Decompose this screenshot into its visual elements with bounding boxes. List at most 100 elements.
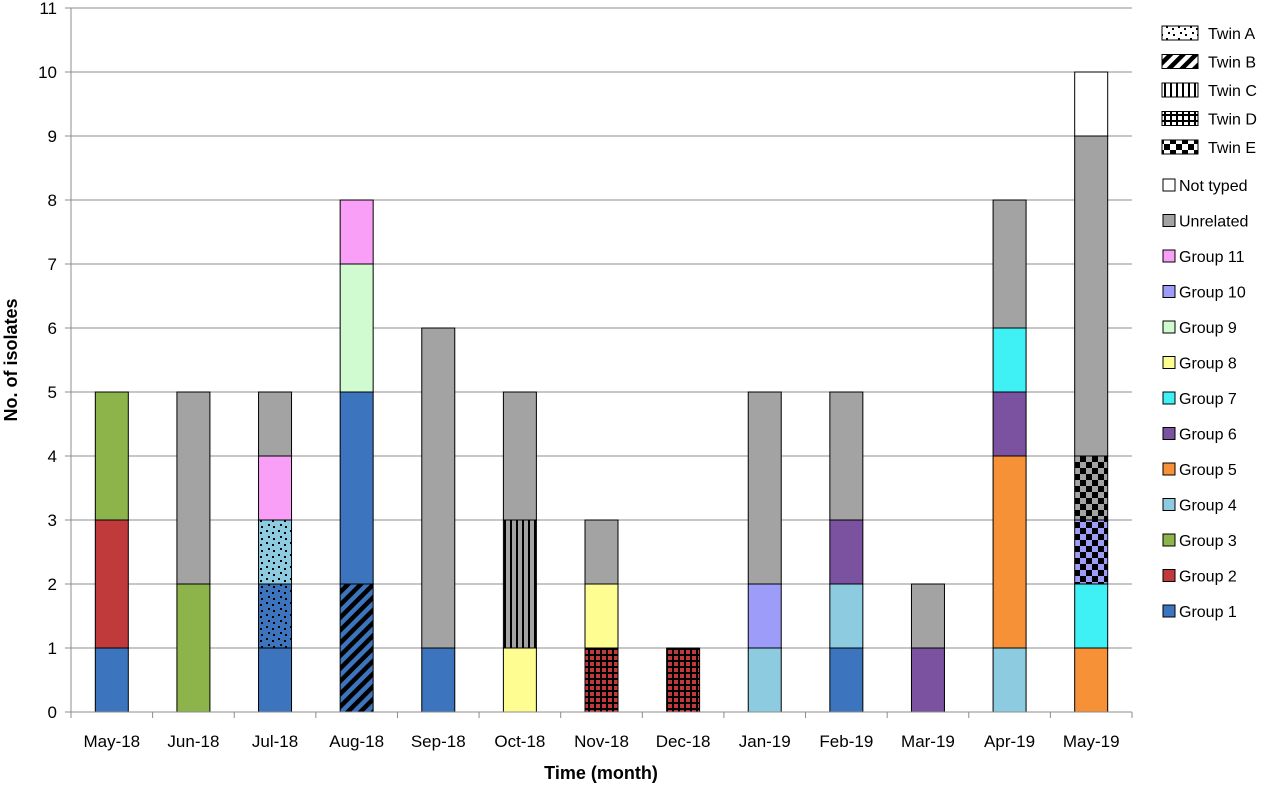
y-tick-label: 9 [48, 127, 57, 146]
legend-item-group-10: Group 10 [1162, 285, 1246, 302]
legend-label-group-8: Group 8 [1179, 356, 1237, 373]
bar-may-18-group-3-outline [94, 391, 129, 521]
bar-jan-19-group-10-fill [748, 584, 782, 648]
bar-feb-19-unrelated [829, 391, 864, 521]
bar-aug-18-group-9-fill [340, 264, 374, 392]
bar-sep-18-group-1-fill [421, 648, 455, 712]
y-tick-label: 8 [48, 191, 57, 210]
bar-apr-19-unrelated-fill [993, 200, 1027, 328]
legend-item-twin-c: Twin C [1161, 82, 1257, 100]
legend-swatch-group-2 [1162, 569, 1176, 582]
legend-swatch-group-10 [1162, 285, 1176, 298]
bar-oct-18-unrelated-outline [502, 391, 537, 521]
bar-may-19-group-10-twin-e [1074, 519, 1109, 585]
legend-label-group-7: Group 7 [1179, 391, 1237, 408]
bar-apr-19-group-6 [992, 391, 1027, 457]
bar-aug-18-group-1-fill [340, 392, 374, 584]
bar-feb-19-unrelated-outline [829, 391, 864, 521]
bar-nov-18-group-8-fill [585, 584, 618, 648]
bar-sep-18-unrelated-fill [421, 328, 455, 648]
legend-swatch-twin-b [1161, 54, 1199, 69]
bar-may-18-group-3 [94, 391, 129, 521]
bar-sep-18-unrelated [421, 327, 456, 649]
bar-apr-19-unrelated [992, 199, 1027, 329]
bar-aug-18-group-11 [339, 199, 374, 265]
bar-jul-18-group-11 [258, 455, 293, 521]
bar-nov-18-group-8 [584, 583, 619, 649]
legend-item-group-5: Group 5 [1162, 462, 1237, 479]
y-tick-label: 5 [48, 383, 57, 402]
bar-jun-18-group-3-fill [176, 584, 210, 712]
legend-item-not-typed: Not typed [1162, 178, 1247, 195]
y-tick-label: 7 [48, 255, 57, 274]
legend-swatch-group-6 [1162, 427, 1176, 440]
bar-jan-19-group-10 [747, 583, 782, 649]
legend-label-twin-c: Twin C [1208, 83, 1257, 100]
legend-swatch-not-typed [1162, 178, 1176, 192]
bar-may-19-not-typed [1074, 71, 1109, 137]
y-tick-label: 1 [48, 639, 57, 658]
legend-label-group-6: Group 6 [1179, 427, 1237, 444]
legend-label-unrelated: Unrelated [1179, 214, 1248, 231]
legend-swatch-group-11 [1162, 249, 1176, 263]
legend-label-twin-d: Twin D [1208, 112, 1257, 129]
bar-oct-18-unrelated-twin-c [502, 519, 537, 649]
bar-may-19-group-5-fill [1074, 648, 1108, 712]
legend-swatch-twin-e [1161, 139, 1199, 155]
bar-mar-19-unrelated-fill [911, 584, 945, 648]
bar-jun-18-unrelated [176, 391, 211, 585]
bar-aug-18-group-1-twin-b-pattern [340, 584, 374, 712]
x-tick-label-jun-18: Jun-18 [167, 732, 219, 751]
x-tick-label-oct-18: Oct-18 [494, 732, 545, 751]
legend-item-unrelated: Unrelated [1162, 214, 1248, 231]
bar-may-18-group-1 [94, 647, 129, 713]
bar-jul-18-unrelated [258, 391, 293, 457]
legend-item-twin-e: Twin E [1161, 139, 1256, 157]
bar-nov-18-unrelated-fill [585, 520, 618, 584]
legend-swatch-unrelated [1162, 214, 1176, 227]
y-tick-label: 10 [38, 63, 57, 82]
x-axis-title: Time (month) [544, 763, 658, 783]
x-tick-label-may-19: May-19 [1063, 732, 1120, 751]
bar-may-19-unrelated-twin-e [1074, 455, 1109, 521]
bar-feb-19-unrelated-fill [829, 392, 863, 520]
bar-may-18-group-2 [94, 519, 129, 649]
legend-item-group-2: Group 2 [1162, 569, 1237, 586]
y-tick-label: 6 [48, 319, 57, 338]
y-tick-label: 0 [48, 703, 57, 722]
bar-dec-18-group-2-twin-d [666, 647, 701, 713]
legend-item-twin-d: Twin D [1161, 111, 1257, 129]
legend-label-group-5: Group 5 [1179, 462, 1237, 479]
y-tick-label: 2 [48, 575, 57, 594]
bar-jan-19-unrelated [747, 391, 782, 585]
legend-item-group-8: Group 8 [1162, 356, 1237, 373]
bar-mar-19-unrelated [910, 583, 945, 649]
x-tick-label-aug-18: Aug-18 [329, 732, 384, 751]
gridlines [71, 7, 1132, 649]
bar-aug-18-group-1-twin-b [339, 583, 374, 713]
axes: 0 1 2 3 4 5 6 7 8 9 10 11 May-18 Jun-18 Jul-18 Aug-18 Se… [38, 0, 1133, 751]
legend-swatch-group-1 [1162, 604, 1176, 618]
bar-aug-18-group-9 [339, 263, 374, 393]
bar-may-18-group-3-fill [95, 392, 129, 520]
bar-may-19-group-7 [1074, 583, 1109, 649]
bar-mar-19-unrelated-outline [910, 583, 945, 649]
bar-may-19-group-7-fill [1074, 584, 1108, 648]
bar-oct-18-group-8 [502, 647, 537, 713]
legend-item-group-11: Group 11 [1162, 249, 1245, 266]
legend-item-twin-a: Twin A [1161, 25, 1255, 43]
legend-swatch-group-9 [1162, 320, 1176, 334]
bar-nov-18-group-2-twin-d [584, 647, 619, 713]
x-tick-label-apr-19: Apr-19 [984, 732, 1035, 751]
legend-label-group-10: Group 10 [1179, 285, 1246, 302]
bar-nov-18-group-2-twin-d-pattern [585, 648, 618, 712]
bar-jun-18-group-3 [176, 583, 211, 713]
x-tick-label-feb-19: Feb-19 [819, 732, 873, 751]
bar-feb-19-group-1-fill [829, 648, 863, 712]
bar-apr-19-group-7 [992, 327, 1027, 393]
bar-oct-18-unrelated-fill [503, 392, 537, 520]
legend-swatch-twin-a [1161, 25, 1199, 41]
bar-jul-18-group-11-fill [258, 456, 292, 520]
y-tick-label: 3 [48, 511, 57, 530]
bar-aug-18-group-11-fill [340, 200, 374, 264]
